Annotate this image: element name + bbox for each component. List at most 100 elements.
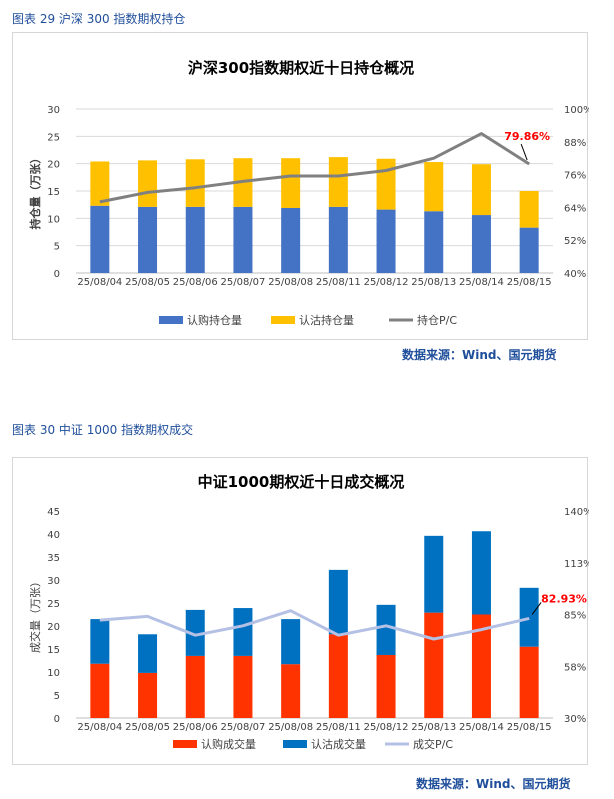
x-tick-label: 25/08/08 <box>268 277 313 288</box>
bar-认购成交量 <box>90 663 110 718</box>
bar-认沽成交量 <box>185 609 205 656</box>
y-tick-label: 45 <box>47 507 60 518</box>
bar-认购持仓量 <box>138 206 158 273</box>
bar-认购持仓量 <box>185 206 205 273</box>
y-tick-label: 0 <box>54 269 60 280</box>
legend-swatch <box>173 740 197 748</box>
y2-tick-label: 64% <box>564 203 586 214</box>
x-tick-label: 25/08/06 <box>173 722 218 733</box>
bar-认购成交量 <box>471 614 491 718</box>
bar-认沽持仓量 <box>376 158 396 210</box>
x-tick-label: 25/08/12 <box>364 277 409 288</box>
y2-tick-label: 58% <box>564 662 586 673</box>
csi1000-volume-chart: 中证1000期权近十日成交概况 0 5 10 15 20 25 30 35 40 45 30% 58% 8… <box>28 473 589 751</box>
bar-认购持仓量 <box>328 206 348 273</box>
y-tick-label: 5 <box>54 691 60 702</box>
x-tick-label: 25/08/07 <box>220 722 265 733</box>
annotation-label: 79.86% <box>504 130 550 143</box>
bar-认沽持仓量 <box>471 164 491 216</box>
chart-title: 沪深300指数期权近十日持仓概况 <box>188 59 414 77</box>
annotation-label: 82.93% <box>541 592 587 605</box>
y-tick-label: 10 <box>47 214 60 225</box>
bar-认购成交量 <box>138 672 158 718</box>
x-tick-label: 25/08/13 <box>411 722 456 733</box>
y2-tick-label: 40% <box>564 269 586 280</box>
bar-认沽持仓量 <box>424 162 444 212</box>
y-tick-label: 30 <box>47 576 60 587</box>
y-tick-label: 25 <box>47 132 60 143</box>
line-成交P/C <box>99 609 530 641</box>
annotation-leader <box>531 602 542 615</box>
y2-tick-label: 85% <box>564 611 586 622</box>
bar-认沽成交量 <box>376 604 396 655</box>
bar-认沽持仓量 <box>185 159 205 207</box>
y2-tick-label: 30% <box>564 714 586 725</box>
x-tick-label: 25/08/11 <box>316 277 361 288</box>
legend-label: 认购成交量 <box>201 737 256 751</box>
x-tick-label: 25/08/05 <box>125 277 170 288</box>
bar-认购持仓量 <box>376 209 396 273</box>
bar-认购持仓量 <box>281 207 301 273</box>
y-tick-label: 20 <box>47 622 60 633</box>
x-tick-label: 25/08/11 <box>316 722 361 733</box>
figure-30-caption: 图表 30 中证 1000 指数期权成交 <box>12 423 194 437</box>
x-tick-label: 25/08/04 <box>77 277 122 288</box>
x-tick-label: 25/08/04 <box>77 722 122 733</box>
y2-tick-label: 52% <box>564 236 586 247</box>
y-tick-label: 25 <box>47 599 60 610</box>
legend-swatch <box>271 316 295 324</box>
bar-认沽成交量 <box>519 587 539 647</box>
x-tick-label: 25/08/08 <box>268 722 313 733</box>
x-tick-label: 25/08/15 <box>507 277 552 288</box>
bar-认购成交量 <box>185 655 205 718</box>
bar-认购成交量 <box>281 664 301 718</box>
x-tick-label: 25/08/05 <box>125 722 170 733</box>
y2-tick-label: 88% <box>564 138 586 149</box>
y-axis-label: 成交量（万张） <box>28 576 42 653</box>
x-tick-label: 25/08/15 <box>507 722 552 733</box>
bar-认沽持仓量 <box>519 191 539 228</box>
bar-认沽持仓量 <box>138 160 158 207</box>
y-tick-label: 30 <box>47 105 60 116</box>
bar-认沽持仓量 <box>281 158 301 208</box>
y-tick-label: 20 <box>47 160 60 171</box>
chart-panel-csi1000-volume: 中证1000期权近十日成交概况 0 5 10 15 20 25 30 35 40 45 30% 58% 8… <box>12 457 589 765</box>
y-tick-label: 5 <box>54 242 60 253</box>
bar-认沽持仓量 <box>328 157 348 207</box>
y2-tick-label: 100% <box>564 105 589 116</box>
legend-label: 认沽成交量 <box>311 737 366 751</box>
y-tick-label: 35 <box>47 553 60 564</box>
figure-29-caption: 图表 29 沪深 300 指数期权持仓 <box>12 12 186 26</box>
y2-tick-label: 76% <box>564 171 586 182</box>
y-tick-label: 15 <box>47 645 60 656</box>
legend-label: 成交P/C <box>413 737 453 751</box>
x-tick-label: 25/08/12 <box>364 722 409 733</box>
bar-认购成交量 <box>519 646 539 718</box>
y-tick-label: 15 <box>47 187 60 198</box>
hs300-open-interest-chart: 沪深300指数期权近十日持仓概况 0 5 10 15 20 25 30 40% 52% 64% 76%… <box>28 59 589 327</box>
chart-panel-hs300-oi: 沪深300指数期权近十日持仓概况 0 5 10 15 20 25 30 40% 52% 64% 76%… <box>12 32 589 340</box>
bar-认购成交量 <box>233 655 253 718</box>
bar-认购成交量 <box>328 634 348 718</box>
y-tick-label: 10 <box>47 668 60 679</box>
x-tick-label: 25/08/14 <box>459 277 504 288</box>
legend-swatch <box>283 740 307 748</box>
annotation-leader <box>520 143 528 161</box>
figure-29-source: 数据来源：Wind、国元期货 <box>402 348 557 362</box>
bar-认购成交量 <box>376 654 396 718</box>
bar-认沽成交量 <box>138 634 158 673</box>
legend-label: 持仓P/C <box>417 313 457 327</box>
legend-label: 认购持仓量 <box>187 313 242 327</box>
y-tick-label: 40 <box>47 530 60 541</box>
figure-30-source: 数据来源：Wind、国元期货 <box>416 777 571 791</box>
bar-认沽成交量 <box>424 535 444 613</box>
bar-认沽成交量 <box>90 619 110 664</box>
x-tick-label: 25/08/13 <box>411 277 456 288</box>
bar-认购持仓量 <box>424 211 444 273</box>
y2-tick-label: 140% <box>564 507 589 518</box>
y2-tick-label: 113% <box>564 559 589 570</box>
bar-认沽成交量 <box>233 608 253 656</box>
line-持仓P/C <box>99 132 531 204</box>
bar-认购持仓量 <box>233 206 253 273</box>
legend-swatch <box>159 316 183 324</box>
